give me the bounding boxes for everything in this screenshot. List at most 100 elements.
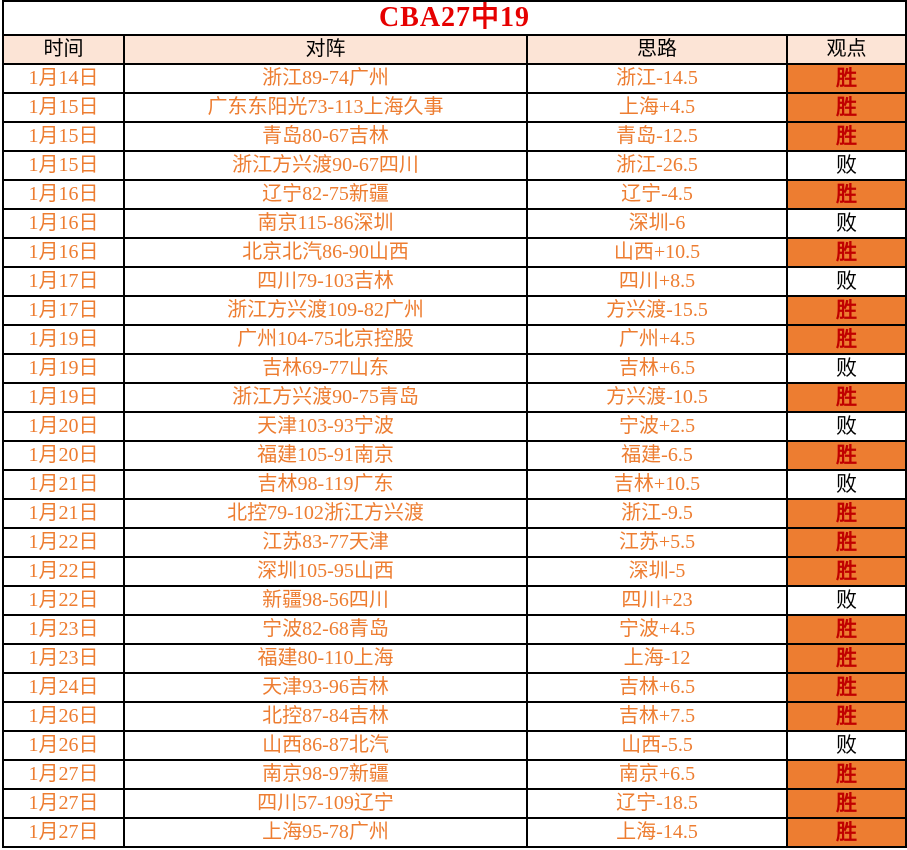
date-cell[interactable]: 1月22日 [2,556,125,587]
pick-cell[interactable]: 上海-12 [526,643,788,674]
result-cell[interactable]: 败 [786,585,907,616]
result-cell[interactable]: 胜 [786,498,907,529]
date-cell[interactable]: 1月21日 [2,498,125,529]
pick-cell[interactable]: 深圳-5 [526,556,788,587]
pick-cell[interactable]: 上海+4.5 [526,92,788,123]
date-cell[interactable]: 1月17日 [2,266,125,297]
result-cell[interactable]: 败 [786,208,907,239]
date-cell[interactable]: 1月24日 [2,672,125,703]
date-cell[interactable]: 1月19日 [2,382,125,413]
match-cell[interactable]: 北京北汽86-90山西 [123,237,528,268]
date-cell[interactable]: 1月15日 [2,150,125,181]
pick-cell[interactable]: 方兴渡-15.5 [526,295,788,326]
pick-cell[interactable]: 方兴渡-10.5 [526,382,788,413]
result-cell[interactable]: 胜 [786,672,907,703]
pick-cell[interactable]: 吉林+10.5 [526,469,788,500]
match-cell[interactable]: 北控87-84吉林 [123,701,528,732]
pick-cell[interactable]: 辽宁-4.5 [526,179,788,210]
result-cell[interactable]: 胜 [786,701,907,732]
match-cell[interactable]: 福建105-91南京 [123,440,528,471]
pick-cell[interactable]: 浙江-26.5 [526,150,788,181]
result-cell[interactable]: 胜 [786,92,907,123]
pick-cell[interactable]: 吉林+6.5 [526,353,788,384]
result-cell[interactable]: 胜 [786,788,907,819]
match-cell[interactable]: 四川57-109辽宁 [123,788,528,819]
match-cell[interactable]: 天津93-96吉林 [123,672,528,703]
result-cell[interactable]: 胜 [786,179,907,210]
date-cell[interactable]: 1月22日 [2,527,125,558]
match-cell[interactable]: 天津103-93宁波 [123,411,528,442]
pick-cell[interactable]: 广州+4.5 [526,324,788,355]
match-cell[interactable]: 浙江方兴渡90-67四川 [123,150,528,181]
result-cell[interactable]: 胜 [786,817,907,848]
pick-cell[interactable]: 南京+6.5 [526,759,788,790]
result-cell[interactable]: 败 [786,353,907,384]
match-cell[interactable]: 南京115-86深圳 [123,208,528,239]
result-cell[interactable]: 败 [786,730,907,761]
pick-cell[interactable]: 宁波+2.5 [526,411,788,442]
result-cell[interactable]: 败 [786,150,907,181]
pick-cell[interactable]: 吉林+6.5 [526,672,788,703]
column-header-strategy[interactable]: 思路 [526,34,788,65]
pick-cell[interactable]: 江苏+5.5 [526,527,788,558]
pick-cell[interactable]: 吉林+7.5 [526,701,788,732]
match-cell[interactable]: 深圳105-95山西 [123,556,528,587]
date-cell[interactable]: 1月20日 [2,411,125,442]
pick-cell[interactable]: 山西+10.5 [526,237,788,268]
pick-cell[interactable]: 上海-14.5 [526,817,788,848]
date-cell[interactable]: 1月15日 [2,121,125,152]
match-cell[interactable]: 浙江89-74广州 [123,63,528,94]
column-header-time[interactable]: 时间 [2,34,125,65]
pick-cell[interactable]: 深圳-6 [526,208,788,239]
result-cell[interactable]: 胜 [786,324,907,355]
match-cell[interactable]: 吉林98-119广东 [123,469,528,500]
date-cell[interactable]: 1月27日 [2,817,125,848]
result-cell[interactable]: 胜 [786,121,907,152]
column-header-matchup[interactable]: 对阵 [123,34,528,65]
column-header-verdict[interactable]: 观点 [786,34,907,65]
date-cell[interactable]: 1月16日 [2,237,125,268]
date-cell[interactable]: 1月27日 [2,788,125,819]
match-cell[interactable]: 上海95-78广州 [123,817,528,848]
result-cell[interactable]: 胜 [786,440,907,471]
match-cell[interactable]: 广州104-75北京控股 [123,324,528,355]
pick-cell[interactable]: 宁波+4.5 [526,614,788,645]
date-cell[interactable]: 1月19日 [2,353,125,384]
match-cell[interactable]: 新疆98-56四川 [123,585,528,616]
match-cell[interactable]: 青岛80-67吉林 [123,121,528,152]
date-cell[interactable]: 1月23日 [2,614,125,645]
result-cell[interactable]: 胜 [786,63,907,94]
result-cell[interactable]: 胜 [786,295,907,326]
result-cell[interactable]: 胜 [786,237,907,268]
result-cell[interactable]: 败 [786,411,907,442]
match-cell[interactable]: 福建80-110上海 [123,643,528,674]
pick-cell[interactable]: 青岛-12.5 [526,121,788,152]
date-cell[interactable]: 1月23日 [2,643,125,674]
match-cell[interactable]: 吉林69-77山东 [123,353,528,384]
date-cell[interactable]: 1月16日 [2,208,125,239]
result-cell[interactable]: 胜 [786,643,907,674]
date-cell[interactable]: 1月22日 [2,585,125,616]
match-cell[interactable]: 浙江方兴渡90-75青岛 [123,382,528,413]
match-cell[interactable]: 山西86-87北汽 [123,730,528,761]
date-cell[interactable]: 1月21日 [2,469,125,500]
match-cell[interactable]: 宁波82-68青岛 [123,614,528,645]
match-cell[interactable]: 北控79-102浙江方兴渡 [123,498,528,529]
result-cell[interactable]: 胜 [786,556,907,587]
match-cell[interactable]: 浙江方兴渡109-82广州 [123,295,528,326]
match-cell[interactable]: 南京98-97新疆 [123,759,528,790]
date-cell[interactable]: 1月17日 [2,295,125,326]
pick-cell[interactable]: 四川+8.5 [526,266,788,297]
match-cell[interactable]: 广东东阳光73-113上海久事 [123,92,528,123]
match-cell[interactable]: 四川79-103吉林 [123,266,528,297]
date-cell[interactable]: 1月26日 [2,730,125,761]
result-cell[interactable]: 败 [786,469,907,500]
date-cell[interactable]: 1月26日 [2,701,125,732]
date-cell[interactable]: 1月19日 [2,324,125,355]
date-cell[interactable]: 1月16日 [2,179,125,210]
date-cell[interactable]: 1月14日 [2,63,125,94]
date-cell[interactable]: 1月15日 [2,92,125,123]
result-cell[interactable]: 胜 [786,382,907,413]
pick-cell[interactable]: 山西-5.5 [526,730,788,761]
result-cell[interactable]: 胜 [786,527,907,558]
